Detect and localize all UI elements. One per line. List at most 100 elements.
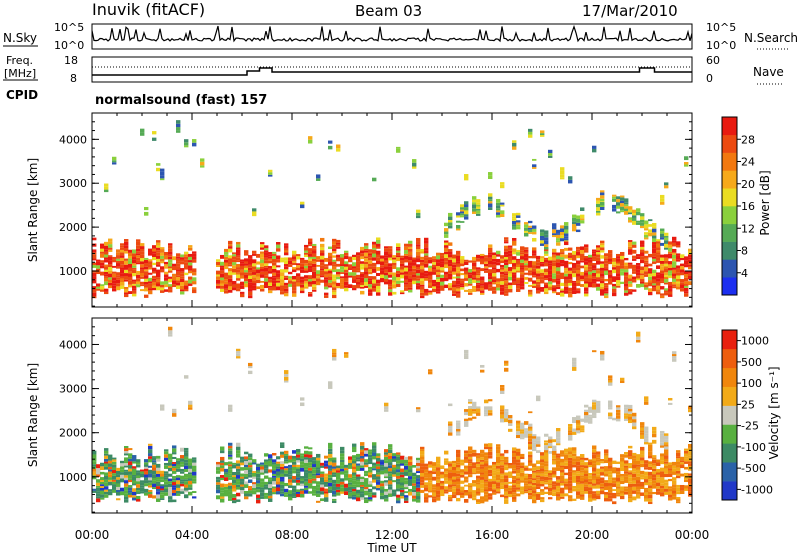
data-cell	[236, 267, 241, 270]
data-cell	[260, 284, 265, 289]
data-cell	[664, 451, 669, 456]
data-cell	[480, 496, 485, 500]
data-cell	[672, 240, 677, 243]
data-cell	[436, 281, 441, 286]
data-cell	[540, 263, 545, 267]
data-cell	[292, 464, 297, 467]
data-cell	[456, 286, 461, 289]
data-cell	[448, 425, 453, 429]
data-cell	[584, 473, 589, 477]
data-cell	[468, 401, 473, 404]
data-cell	[652, 253, 657, 257]
data-cell	[644, 492, 649, 495]
data-cell	[636, 278, 641, 281]
data-cell	[480, 461, 485, 465]
data-cell	[628, 264, 633, 269]
data-cell	[464, 355, 469, 360]
data-cell	[220, 496, 225, 499]
data-cell	[564, 448, 569, 453]
data-cell	[260, 484, 265, 488]
data-cell	[600, 466, 605, 469]
data-cell	[376, 469, 381, 473]
data-cell	[344, 470, 349, 474]
data-cell	[228, 454, 233, 457]
data-cell	[276, 244, 281, 249]
data-cell	[492, 461, 497, 465]
data-cell	[384, 454, 389, 457]
data-cell	[652, 474, 657, 478]
data-cell	[552, 254, 557, 258]
data-cell	[560, 465, 565, 468]
data-cell	[612, 283, 617, 287]
data-cell	[472, 480, 477, 484]
data-cell	[340, 254, 345, 258]
data-cell	[348, 486, 353, 491]
data-cell	[472, 490, 477, 494]
data-cell	[308, 139, 313, 144]
data-cell	[564, 481, 569, 484]
data-cell	[332, 479, 337, 484]
data-cell	[396, 475, 401, 479]
data-cell	[264, 484, 269, 487]
data-cell	[104, 189, 109, 193]
data-cell	[584, 484, 589, 487]
data-cell	[260, 247, 265, 250]
data-cell	[420, 463, 425, 467]
data-cell	[112, 457, 117, 460]
data-cell	[228, 244, 233, 247]
data-cell	[516, 428, 521, 432]
data-cell	[104, 458, 109, 462]
data-cell	[300, 397, 305, 401]
colorbar-swatch	[722, 443, 737, 463]
data-cell	[604, 285, 609, 288]
data-cell	[456, 431, 461, 434]
data-cell	[276, 280, 281, 283]
data-cell	[256, 286, 261, 290]
data-cell	[688, 281, 693, 285]
data-cell	[500, 284, 505, 288]
data-cell	[556, 488, 561, 492]
data-cell	[156, 163, 161, 166]
data-cell	[156, 494, 161, 499]
data-cell	[652, 471, 657, 475]
data-cell	[124, 258, 129, 261]
data-cell	[568, 473, 573, 477]
data-cell	[664, 185, 669, 189]
data-cell	[444, 460, 449, 463]
data-cell	[540, 279, 545, 284]
data-cell	[140, 289, 145, 292]
data-cell	[648, 501, 653, 505]
data-cell	[592, 350, 597, 353]
data-cell	[184, 259, 189, 263]
data-cell	[504, 278, 509, 281]
data-cell	[392, 284, 397, 289]
data-cell	[216, 489, 221, 494]
data-cell	[104, 461, 109, 464]
data-cell	[132, 491, 137, 496]
data-cell	[476, 484, 481, 489]
data-cell	[288, 276, 293, 279]
data-cell	[456, 273, 461, 277]
data-cell	[252, 482, 257, 485]
data-cell	[588, 459, 593, 462]
data-cell	[236, 249, 241, 254]
data-cell	[248, 370, 253, 375]
data-cell	[248, 288, 253, 292]
data-cell	[624, 491, 629, 495]
data-cell	[532, 478, 537, 481]
data-cell	[544, 440, 549, 443]
data-cell	[372, 268, 377, 273]
data-cell	[384, 402, 389, 407]
data-cell	[608, 400, 613, 404]
data-cell	[108, 457, 113, 461]
data-cell	[560, 263, 565, 267]
data-cell	[124, 471, 129, 476]
data-cell	[592, 473, 597, 476]
data-cell	[544, 278, 549, 281]
data-cell	[672, 468, 677, 472]
data-cell	[688, 451, 693, 456]
data-cell	[492, 261, 497, 265]
data-cell	[584, 457, 589, 461]
data-cell	[676, 475, 681, 479]
data-cell	[420, 265, 425, 270]
